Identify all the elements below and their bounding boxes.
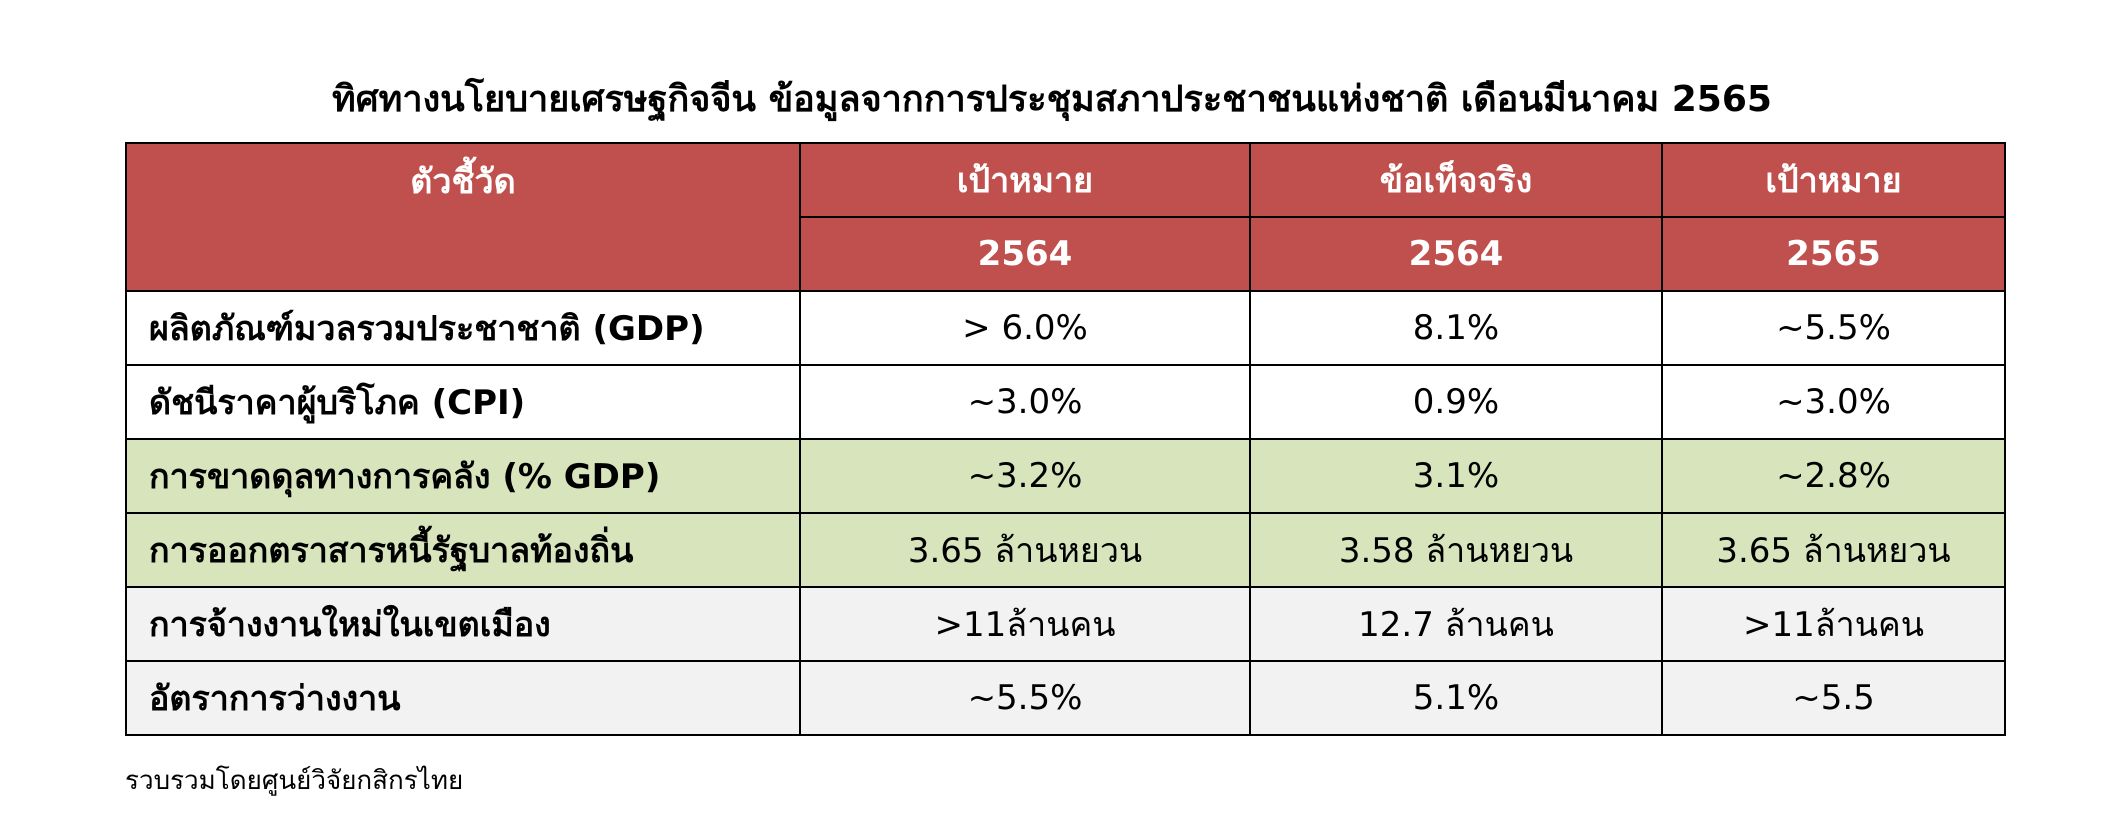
- table-cell: 3.65 ล้านหยวน: [799, 512, 1251, 588]
- table-cell: ~5.5%: [799, 660, 1251, 736]
- header-cell: ตัวชี้วัด: [125, 142, 801, 292]
- table-cell: >11ล้านคน: [799, 586, 1251, 662]
- table-row: ดัชนีราคาผู้บริโภค (CPI) ~3.0% 0.9% ~3.0%: [125, 364, 2006, 440]
- table: ตัวชี้วัด เป้าหมาย ข้อเท็จจริง เป้าหมาย 2564…: [125, 142, 2006, 736]
- table-cell: ดัชนีราคาผู้บริโภค (CPI): [125, 364, 801, 440]
- header-cell: 2564: [1249, 216, 1663, 292]
- table-cell: การขาดดุลทางการคลัง (% GDP): [125, 438, 801, 514]
- header-row: ตัวชี้วัด เป้าหมาย ข้อเท็จจริง เป้าหมาย: [125, 142, 2006, 292]
- header-cell: เป้าหมาย: [799, 142, 1251, 218]
- header-cell: ข้อเท็จจริง: [1249, 142, 1663, 218]
- title: ทิศทางนโยบายเศรษฐกิจจีน ข้อมูลจากการประช…: [332, 79, 1772, 120]
- table-row: การออกตราสารหนี้รัฐบาลท้องถิ่น 3.65 ล้านห…: [125, 512, 2006, 588]
- footnote: รวบรวมโดยศูนย์วิจัยกสิกรไทย: [125, 766, 464, 796]
- header-cell: 2564: [799, 216, 1251, 292]
- header-cell: 2565: [1661, 216, 2006, 292]
- table-cell: ~3.0%: [1661, 364, 2006, 440]
- table-row: ผลิตภัณฑ์มวลรวมประชาชาติ (GDP) > 6.0% 8.1%…: [125, 290, 2006, 366]
- table-cell: 3.58 ล้านหยวน: [1249, 512, 1663, 588]
- header-row: 2564 2564 2565: [126, 216, 2006, 292]
- table-cell: >11ล้านคน: [1661, 586, 2006, 662]
- table-cell: การออกตราสารหนี้รัฐบาลท้องถิ่น: [125, 512, 801, 588]
- table-cell: 3.1%: [1249, 438, 1663, 514]
- table-cell: การจ้างงานใหม่ในเขตเมือง: [125, 586, 801, 662]
- table-cell: 8.1%: [1249, 290, 1663, 366]
- table-cell: อัตราการว่างงาน: [125, 660, 801, 736]
- table-cell: 3.65 ล้านหยวน: [1661, 512, 2006, 588]
- table-cell: > 6.0%: [799, 290, 1251, 366]
- table-cell: 12.7 ล้านคน: [1249, 586, 1663, 662]
- table-cell: 5.1%: [1249, 660, 1663, 736]
- table-row: อัตราการว่างงาน ~5.5% 5.1% ~5.5: [125, 660, 2006, 736]
- table-row: การขาดดุลทางการคลัง (% GDP) ~3.2% 3.1% ~2.8…: [125, 438, 2006, 514]
- table-cell: ~2.8%: [1661, 438, 2006, 514]
- table-cell: ~5.5: [1661, 660, 2006, 736]
- table-cell: ~3.2%: [799, 438, 1251, 514]
- table-row: การจ้างงานใหม่ในเขตเมือง >11ล้านคน 12.7 ล้…: [125, 586, 2006, 662]
- table-cell: ~5.5%: [1661, 290, 2006, 366]
- header-cell: เป้าหมาย: [1661, 142, 2006, 218]
- table-cell: ~3.0%: [799, 364, 1251, 440]
- table-cell: 0.9%: [1249, 364, 1663, 440]
- table-cell: ผลิตภัณฑ์มวลรวมประชาชาติ (GDP): [125, 290, 801, 366]
